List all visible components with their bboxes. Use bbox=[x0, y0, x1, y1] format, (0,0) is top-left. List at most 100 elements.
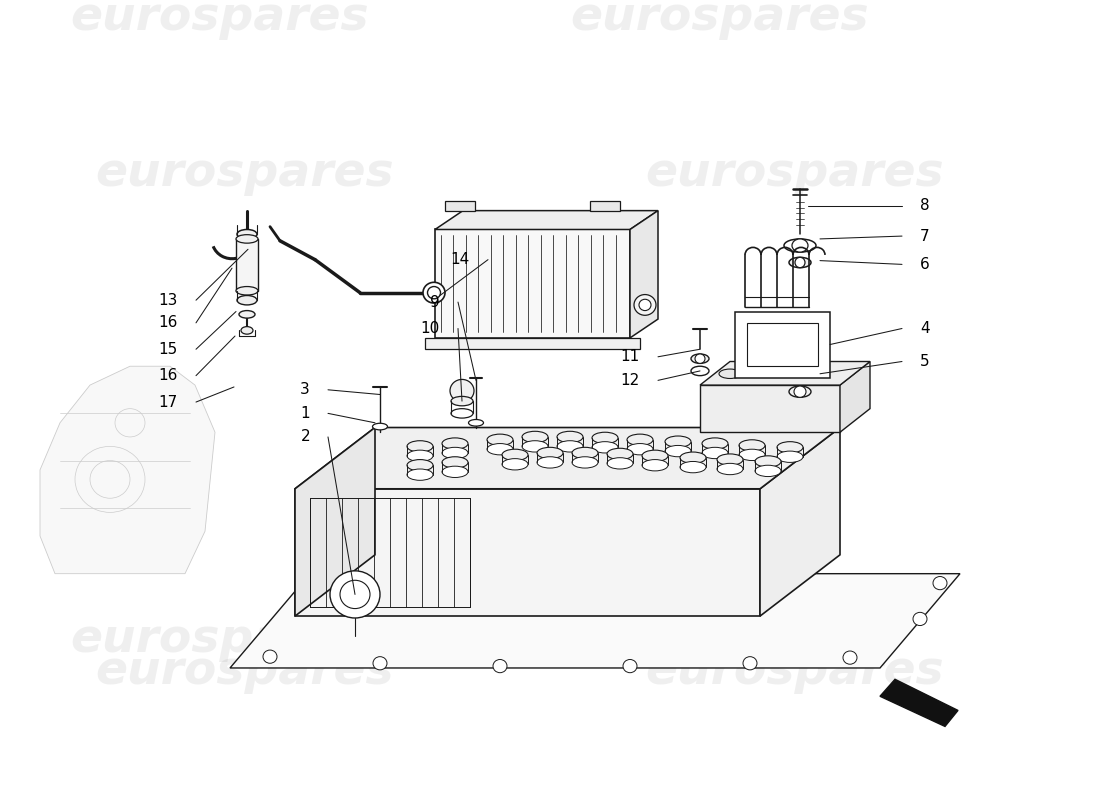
Ellipse shape bbox=[442, 447, 468, 458]
Polygon shape bbox=[590, 201, 620, 210]
Ellipse shape bbox=[634, 294, 656, 315]
Ellipse shape bbox=[739, 440, 764, 451]
Ellipse shape bbox=[428, 286, 440, 298]
Text: eurospares: eurospares bbox=[571, 617, 869, 662]
Ellipse shape bbox=[572, 457, 598, 468]
Polygon shape bbox=[735, 311, 830, 378]
Ellipse shape bbox=[719, 369, 741, 378]
Ellipse shape bbox=[442, 438, 468, 450]
Ellipse shape bbox=[537, 447, 563, 458]
Ellipse shape bbox=[755, 466, 781, 477]
Circle shape bbox=[340, 580, 370, 609]
Ellipse shape bbox=[759, 364, 781, 374]
Ellipse shape bbox=[642, 450, 668, 462]
Text: 17: 17 bbox=[158, 394, 178, 410]
Polygon shape bbox=[700, 362, 870, 385]
Polygon shape bbox=[700, 385, 840, 432]
Ellipse shape bbox=[442, 457, 468, 468]
Text: 4: 4 bbox=[920, 321, 929, 336]
Ellipse shape bbox=[469, 419, 484, 426]
Ellipse shape bbox=[717, 454, 743, 466]
Circle shape bbox=[373, 657, 387, 670]
Polygon shape bbox=[446, 201, 475, 210]
Polygon shape bbox=[747, 323, 818, 366]
Polygon shape bbox=[880, 679, 958, 726]
Text: 1: 1 bbox=[300, 406, 310, 421]
Ellipse shape bbox=[666, 436, 691, 447]
Ellipse shape bbox=[236, 234, 258, 243]
Ellipse shape bbox=[407, 469, 433, 480]
Ellipse shape bbox=[607, 448, 632, 459]
Ellipse shape bbox=[522, 431, 548, 442]
Text: 12: 12 bbox=[620, 373, 640, 388]
Ellipse shape bbox=[691, 354, 710, 363]
Text: 16: 16 bbox=[158, 368, 178, 383]
Ellipse shape bbox=[424, 282, 446, 303]
Circle shape bbox=[493, 659, 507, 673]
Text: eurospares: eurospares bbox=[96, 650, 394, 694]
Ellipse shape bbox=[407, 441, 433, 452]
Ellipse shape bbox=[239, 310, 255, 318]
Ellipse shape bbox=[789, 386, 811, 398]
Ellipse shape bbox=[755, 456, 781, 467]
Text: 8: 8 bbox=[920, 198, 929, 214]
Text: eurospares: eurospares bbox=[646, 151, 944, 196]
Polygon shape bbox=[630, 210, 658, 338]
Polygon shape bbox=[295, 427, 840, 489]
Polygon shape bbox=[40, 366, 214, 574]
Ellipse shape bbox=[487, 443, 513, 455]
Polygon shape bbox=[295, 427, 375, 616]
Ellipse shape bbox=[407, 459, 433, 471]
Ellipse shape bbox=[373, 423, 387, 430]
Circle shape bbox=[843, 651, 857, 664]
Ellipse shape bbox=[502, 458, 528, 470]
Ellipse shape bbox=[236, 286, 258, 295]
Polygon shape bbox=[840, 362, 870, 432]
Ellipse shape bbox=[241, 326, 253, 334]
Ellipse shape bbox=[642, 459, 668, 471]
Ellipse shape bbox=[695, 354, 705, 363]
Text: 10: 10 bbox=[420, 321, 440, 336]
Ellipse shape bbox=[717, 463, 743, 474]
Polygon shape bbox=[760, 427, 840, 616]
Ellipse shape bbox=[522, 441, 548, 452]
Ellipse shape bbox=[557, 431, 583, 442]
Ellipse shape bbox=[407, 450, 433, 462]
Ellipse shape bbox=[680, 452, 706, 463]
Ellipse shape bbox=[799, 362, 821, 371]
Text: 11: 11 bbox=[620, 350, 640, 364]
Ellipse shape bbox=[592, 442, 618, 453]
Ellipse shape bbox=[777, 442, 803, 453]
Ellipse shape bbox=[592, 432, 618, 443]
Circle shape bbox=[913, 612, 927, 626]
Text: eurospares: eurospares bbox=[70, 617, 370, 662]
Ellipse shape bbox=[451, 396, 473, 406]
Ellipse shape bbox=[627, 443, 653, 455]
Text: eurospares: eurospares bbox=[646, 650, 944, 694]
Polygon shape bbox=[230, 574, 960, 668]
Ellipse shape bbox=[702, 438, 728, 450]
Text: 16: 16 bbox=[158, 315, 178, 330]
Text: eurospares: eurospares bbox=[571, 0, 869, 40]
Ellipse shape bbox=[789, 258, 811, 268]
Ellipse shape bbox=[502, 450, 528, 461]
Ellipse shape bbox=[702, 447, 728, 458]
Circle shape bbox=[263, 650, 277, 663]
Ellipse shape bbox=[739, 450, 764, 461]
Circle shape bbox=[553, 570, 566, 583]
Ellipse shape bbox=[627, 434, 653, 446]
Ellipse shape bbox=[607, 458, 632, 469]
Ellipse shape bbox=[451, 409, 473, 418]
Circle shape bbox=[433, 572, 447, 585]
Ellipse shape bbox=[537, 457, 563, 468]
Text: 14: 14 bbox=[451, 252, 470, 267]
Ellipse shape bbox=[236, 230, 257, 239]
Ellipse shape bbox=[795, 258, 805, 268]
Circle shape bbox=[623, 659, 637, 673]
Ellipse shape bbox=[777, 451, 803, 462]
Ellipse shape bbox=[792, 239, 808, 252]
Polygon shape bbox=[425, 338, 640, 350]
Ellipse shape bbox=[442, 466, 468, 478]
Ellipse shape bbox=[639, 299, 651, 310]
Circle shape bbox=[742, 657, 757, 670]
